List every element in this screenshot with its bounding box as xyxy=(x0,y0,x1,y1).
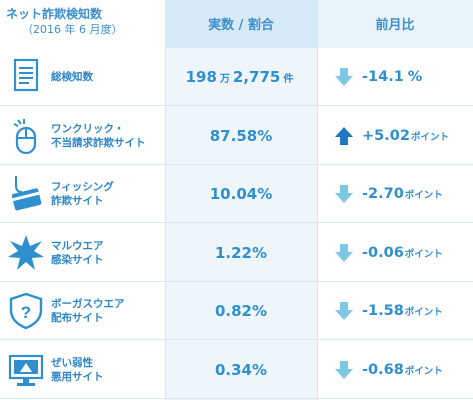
category-label-line: 詐欺サイト xyxy=(51,195,104,208)
change-cell: +5.02 ポイント xyxy=(362,107,449,165)
row-divider xyxy=(0,105,473,106)
value-cell: 87.58% xyxy=(165,107,317,165)
value-number: 0.82% xyxy=(214,302,268,321)
change-value: -2.70 xyxy=(362,186,404,203)
value-number: 198 xyxy=(185,68,217,86)
change-value: -0.06 xyxy=(362,244,404,261)
column-divider xyxy=(165,0,166,400)
shield-question-icon: ? xyxy=(6,291,46,331)
value-number: 2,775 xyxy=(232,68,281,86)
value-cell: 10.04% xyxy=(165,165,317,223)
category-label-line: 配布サイト xyxy=(51,312,104,325)
value-unit: 件 xyxy=(283,73,294,85)
row-divider xyxy=(0,339,473,341)
change-value: -14.1 xyxy=(362,69,404,85)
arrow-down-icon xyxy=(334,184,354,204)
row-divider xyxy=(0,398,473,399)
document-icon xyxy=(6,57,46,97)
category-label-line: 悪用サイト xyxy=(51,371,104,383)
category-label: フィッシング 詐欺サイト xyxy=(51,165,114,223)
change-cell: -0.06 ポイント xyxy=(362,224,443,282)
change-unit: ポイント xyxy=(410,131,449,143)
category-label: 総検知数 xyxy=(51,48,93,106)
value-number: 1.22% xyxy=(214,243,268,262)
change-unit: ポイント xyxy=(404,307,443,319)
table-subtitle: （2016 年 6 月度） xyxy=(22,23,123,36)
value-cell: 198 万 2,775 件 xyxy=(165,48,317,106)
vulnerable-monitor-icon xyxy=(6,350,46,390)
header-title-cell: ネット詐欺検知数 （2016 年 6 月度） xyxy=(0,0,165,48)
value-cell: 0.82% xyxy=(165,282,317,340)
change-unit: ポイント xyxy=(404,366,443,377)
arrow-up-icon xyxy=(334,126,354,146)
category-label-line: ぜい弱性 xyxy=(51,357,93,369)
change-unit: ポイント xyxy=(404,190,443,202)
column-divider xyxy=(317,0,318,400)
arrow-down-icon xyxy=(334,243,354,263)
value-unit: 万 xyxy=(219,73,230,85)
row-divider xyxy=(0,163,473,165)
table-row: 総検知数 198 万 2,775 件 -14.1% xyxy=(0,48,473,106)
header-change-cell: 前月比 xyxy=(317,0,473,48)
table-row: フィッシング 詐欺サイト 10.04% -2.70 ポイント xyxy=(0,165,473,224)
fishing-hook-card-icon xyxy=(6,174,46,214)
table-row: ぜい弱性悪用サイト 0.34% -0.68 ポイント xyxy=(0,341,473,399)
category-label: ぜい弱性 悪用サイト xyxy=(51,341,104,399)
arrow-down-icon xyxy=(334,67,354,87)
mouse-click-icon xyxy=(6,116,46,156)
table-row: マルウエア 感染サイト 1.22% -0.06 ポイント xyxy=(0,224,473,282)
row-divider xyxy=(0,280,473,282)
row-divider xyxy=(0,222,473,224)
value-column-bg xyxy=(165,0,317,400)
category-label: ボーガスウエア 配布サイト xyxy=(51,282,125,340)
category-label-line: ワンクリック・ xyxy=(51,122,125,135)
change-value: -1.58 xyxy=(362,303,404,320)
change-value: -0.68 xyxy=(362,362,404,378)
value-number: 10.04% xyxy=(209,185,273,204)
column-header-change: 前月比 xyxy=(375,18,415,33)
category-label-line: 総検知数 xyxy=(51,71,93,83)
change-value: +5.02 xyxy=(362,127,410,144)
arrow-down-icon xyxy=(334,301,354,321)
table-row: ワンクリック・ 不当請求詐欺サイト 87.58% +5.02 ポイント xyxy=(0,107,473,165)
column-header-value: 実数 / 割合 xyxy=(208,18,274,33)
arrow-down-icon xyxy=(334,360,354,380)
category-label-line: フィッシング xyxy=(51,181,114,194)
change-unit: % xyxy=(407,69,423,85)
header-value-cell: 実数 / 割合 xyxy=(165,0,317,48)
value-number: 0.34% xyxy=(214,361,268,379)
category-label: ワンクリック・ 不当請求詐欺サイト xyxy=(51,107,146,165)
table-row: ? ボーガスウエア 配布サイト 0.82% -1.58 ポイント xyxy=(0,282,473,341)
category-label-line: ボーガスウエア xyxy=(51,298,125,311)
value-cell: 0.34% xyxy=(165,341,317,399)
value-cell: 1.22% xyxy=(165,224,317,282)
category-label-line: マルウエア xyxy=(51,239,104,252)
change-cell: -2.70 ポイント xyxy=(362,165,443,223)
change-cell: -1.58 ポイント xyxy=(362,282,443,340)
category-label-line: 不当請求詐欺サイト xyxy=(51,136,146,149)
malware-burst-icon xyxy=(6,233,46,273)
category-label: マルウエア 感染サイト xyxy=(51,224,104,282)
change-cell: -14.1% xyxy=(362,48,422,106)
table-title: ネット詐欺検知数 xyxy=(6,7,103,21)
change-unit: ポイント xyxy=(404,248,443,260)
category-label-line: 感染サイト xyxy=(51,253,104,266)
svg-text:?: ? xyxy=(21,303,31,322)
value-number: 87.58% xyxy=(209,126,273,145)
change-cell: -0.68 ポイント xyxy=(362,341,443,399)
